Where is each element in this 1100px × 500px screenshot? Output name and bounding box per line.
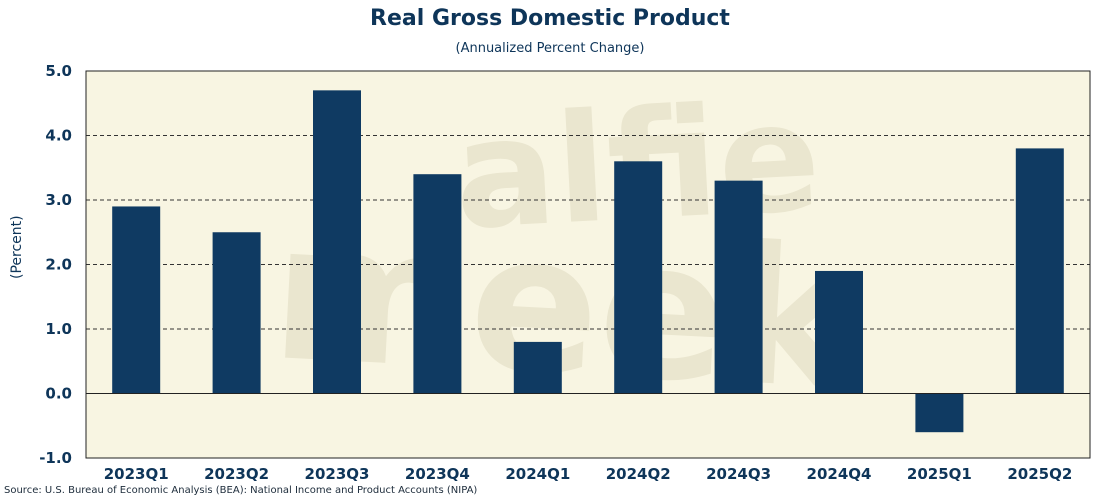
x-tick-label: 2023Q2 (204, 465, 269, 483)
bar (1015, 148, 1064, 394)
y-tick-label: 0.0 (45, 385, 72, 403)
bar (112, 206, 161, 394)
y-tick-label: -1.0 (39, 449, 72, 467)
y-tick-label: 5.0 (45, 62, 72, 80)
x-tick-label: 2025Q2 (1007, 465, 1072, 483)
source-note: Source: U.S. Bureau of Economic Analysis… (4, 485, 478, 496)
x-tick-label: 2023Q4 (405, 465, 470, 483)
bar (714, 180, 763, 394)
y-tick-label: 4.0 (45, 127, 72, 145)
bar (513, 341, 562, 394)
chart-subtitle: (Annualized Percent Change) (455, 41, 645, 56)
x-tick-label: 2024Q4 (807, 465, 872, 483)
x-tick-label: 2023Q1 (104, 465, 169, 483)
x-tick-label: 2024Q1 (505, 465, 570, 483)
plot-border (85, 70, 1091, 459)
bar (815, 270, 863, 394)
bar (413, 174, 462, 394)
bar (915, 393, 964, 433)
x-tick-label: 2024Q2 (606, 465, 671, 483)
x-tick-label: 2024Q3 (706, 465, 771, 483)
y-tick-label: 3.0 (45, 191, 72, 209)
y-tick-label: 1.0 (45, 320, 72, 338)
bar (313, 90, 361, 394)
watermark-line-2: meek (267, 181, 863, 432)
y-tick-label: 2.0 (45, 256, 72, 274)
x-tick-label: 2025Q1 (907, 465, 972, 483)
bar (614, 161, 663, 394)
chart-title: Real Gross Domestic Product (370, 6, 730, 31)
bar (212, 232, 261, 394)
x-tick-label: 2023Q3 (305, 465, 370, 483)
